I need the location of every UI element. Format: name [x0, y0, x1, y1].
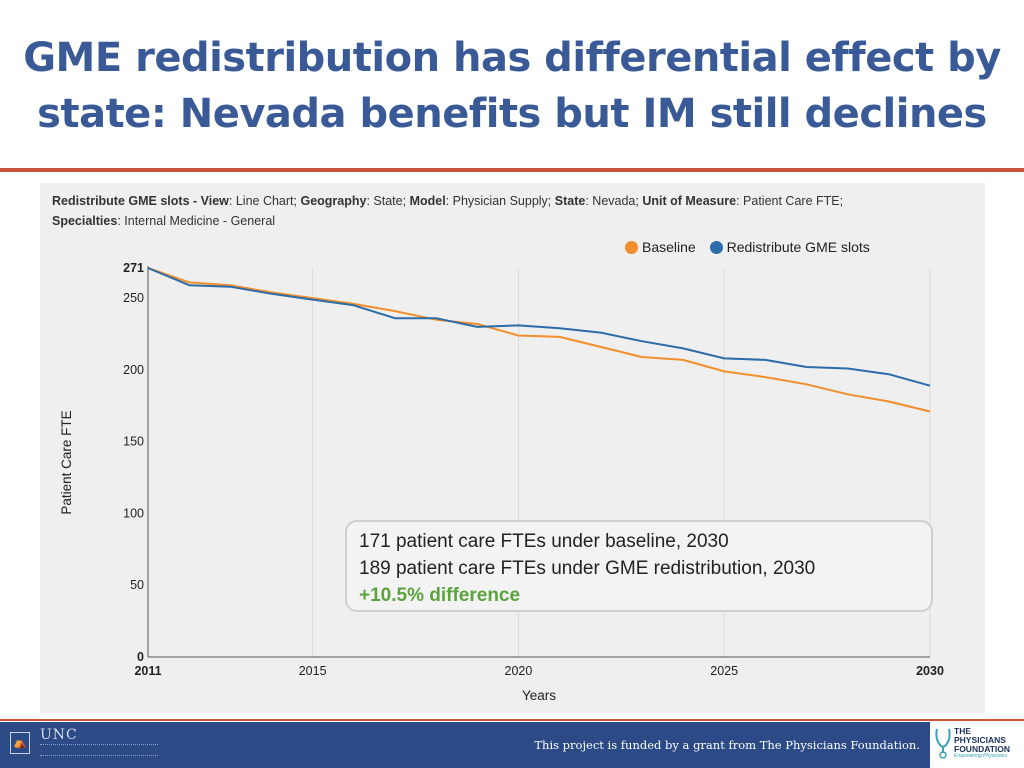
- slide-title: GME redistribution has differential effe…: [0, 30, 1024, 142]
- x-tick-label-2030: 2030: [916, 664, 944, 678]
- stethoscope-icon: [935, 728, 951, 759]
- series-line-redistribute: [147, 267, 931, 387]
- callout-line-redistribution: 189 patient care FTEs under GME redistri…: [359, 558, 816, 579]
- pf-logo-line-1: THE: [954, 726, 971, 736]
- header-key-unit: Unit of Measure: [642, 194, 737, 208]
- x-tick-label-2020: 2020: [505, 664, 533, 678]
- callout-box: 171 patient care FTEs under baseline, 20…: [345, 520, 933, 612]
- footer-bar: [0, 722, 930, 768]
- y-tick-label-200: 200: [123, 363, 144, 377]
- y-tick-label-250: 250: [123, 291, 144, 305]
- unc-logo-subtitle-rule: [40, 744, 158, 756]
- title-divider: [0, 168, 1024, 172]
- legend-item-redistribute[interactable]: Redistribute GME slots: [709, 239, 870, 255]
- header-value-unit: : Patient Care FTE;: [736, 194, 844, 208]
- legend-label-baseline: Baseline: [642, 239, 696, 255]
- chart-panel: Redistribute GME slots - View: Line Char…: [40, 183, 985, 713]
- header-key-view: Redistribute GME slots - View: [52, 194, 229, 208]
- header-key-model: Model: [409, 194, 446, 208]
- x-tick-label-2011: 2011: [134, 664, 161, 678]
- header-value-state: : Nevada;: [585, 194, 643, 208]
- y-tick-label-150: 150: [123, 435, 144, 449]
- x-tick-label-2025: 2025: [710, 664, 738, 678]
- pf-logo-tagline: Empowering Physicians: [954, 753, 1008, 759]
- header-key-state: State: [554, 194, 586, 208]
- footer-divider: [0, 719, 1024, 721]
- callout-line-difference: +10.5% difference: [359, 585, 521, 606]
- x-axis-title: Years: [522, 688, 556, 703]
- legend-swatch-baseline: [625, 241, 638, 254]
- slide-title-line-2: state: Nevada benefits but IM still decl…: [37, 91, 987, 137]
- header-value-view: : Line Chart;: [228, 194, 301, 208]
- line-chart: 0 50 100 150 200 250 271 2011 2015 2020 2025 2030 Ye…: [59, 261, 944, 703]
- unc-logo: UNC: [40, 727, 78, 743]
- pf-logo-name: THE PHYSICIANS FOUNDATION: [954, 727, 1010, 754]
- header-value-specialties: : Internal Medicine - General: [117, 214, 276, 228]
- y-tick-label-0: 0: [137, 650, 144, 664]
- funding-note: This project is funded by a grant from T…: [534, 738, 920, 752]
- pf-logo-line-3: FOUNDATION: [954, 744, 1011, 754]
- slide-title-line-1: GME redistribution has differential effe…: [23, 35, 1001, 81]
- legend-item-baseline[interactable]: Baseline: [625, 239, 696, 255]
- y-axis-title: Patient Care FTE: [59, 410, 74, 514]
- y-tick-label-50: 50: [130, 578, 144, 592]
- header-value-model: : Physician Supply;: [445, 194, 555, 208]
- series-line-baseline: [147, 267, 931, 413]
- y-tick-label-100: 100: [123, 506, 144, 520]
- chart-legend: Baseline Redistribute GME slots: [625, 239, 880, 255]
- x-tick-label-2015: 2015: [299, 664, 327, 678]
- unc-well-icon: ⛺: [10, 732, 30, 754]
- y-tick-label-271: 271: [123, 261, 144, 275]
- legend-swatch-redistribute: [709, 241, 723, 254]
- callout-line-baseline: 171 patient care FTEs under baseline, 20…: [359, 531, 729, 552]
- header-key-geography: Geography: [300, 194, 367, 208]
- header-value-geography: : State;: [366, 194, 410, 208]
- legend-label-redistribute: Redistribute GME slots: [726, 239, 870, 255]
- pf-logo-line-2: PHYSICIANS: [954, 735, 1006, 745]
- header-key-specialties: Specialties: [52, 214, 118, 228]
- chart-header: Redistribute GME slots - View: Line Char…: [52, 191, 952, 231]
